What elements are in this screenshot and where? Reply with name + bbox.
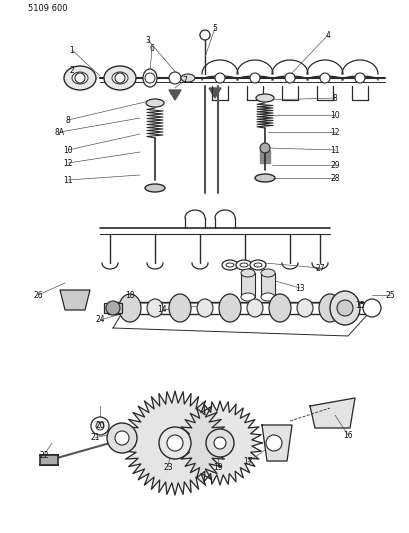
Ellipse shape — [104, 66, 136, 90]
Text: 14: 14 — [157, 305, 166, 314]
Ellipse shape — [296, 299, 312, 317]
Polygon shape — [261, 425, 291, 461]
Circle shape — [319, 73, 329, 83]
Bar — [240, 273, 254, 297]
Ellipse shape — [261, 269, 274, 277]
Circle shape — [159, 427, 191, 459]
Text: 16: 16 — [342, 431, 352, 440]
Text: 7: 7 — [182, 76, 187, 85]
Circle shape — [284, 73, 294, 83]
Text: 10: 10 — [63, 146, 73, 155]
Circle shape — [115, 431, 129, 445]
Ellipse shape — [236, 260, 252, 270]
Text: 25: 25 — [384, 290, 394, 300]
Ellipse shape — [225, 263, 234, 267]
Circle shape — [362, 299, 380, 317]
Ellipse shape — [112, 72, 128, 84]
Polygon shape — [178, 401, 261, 485]
Polygon shape — [259, 150, 270, 163]
Circle shape — [106, 301, 120, 315]
Text: 23: 23 — [163, 463, 172, 472]
Bar — [40, 455, 58, 465]
Ellipse shape — [249, 260, 265, 270]
Polygon shape — [169, 90, 180, 100]
Circle shape — [166, 435, 182, 451]
Text: 1: 1 — [70, 45, 74, 54]
Ellipse shape — [246, 299, 262, 317]
Text: 6: 6 — [149, 44, 154, 52]
Text: 8: 8 — [332, 93, 337, 102]
Text: 22: 22 — [39, 450, 49, 459]
Text: 19: 19 — [213, 463, 222, 472]
Ellipse shape — [218, 294, 240, 322]
Ellipse shape — [196, 299, 213, 317]
Circle shape — [213, 437, 225, 449]
Circle shape — [265, 435, 281, 451]
Polygon shape — [209, 88, 220, 98]
Text: 13: 13 — [294, 284, 304, 293]
Bar — [261, 273, 274, 297]
Circle shape — [354, 73, 364, 83]
Polygon shape — [123, 391, 227, 495]
Text: 24: 24 — [95, 316, 105, 325]
Ellipse shape — [64, 66, 96, 90]
Text: 15: 15 — [354, 301, 364, 310]
Ellipse shape — [221, 260, 237, 270]
Text: 17: 17 — [243, 457, 252, 466]
Text: 5109 600: 5109 600 — [28, 4, 67, 12]
Text: 29: 29 — [329, 160, 339, 169]
Circle shape — [107, 423, 137, 453]
Text: 10: 10 — [329, 110, 339, 119]
Circle shape — [91, 417, 109, 435]
Text: 2: 2 — [70, 66, 74, 75]
Circle shape — [145, 73, 155, 83]
Text: 11: 11 — [63, 175, 72, 184]
Ellipse shape — [255, 94, 273, 102]
Circle shape — [169, 72, 180, 84]
Text: 26: 26 — [33, 290, 43, 300]
Ellipse shape — [240, 269, 254, 277]
Text: 27: 27 — [315, 263, 324, 272]
Polygon shape — [60, 290, 90, 310]
Circle shape — [336, 300, 352, 316]
Circle shape — [115, 73, 125, 83]
Circle shape — [259, 143, 270, 153]
Text: 5: 5 — [212, 23, 217, 33]
Text: 11: 11 — [329, 146, 339, 155]
Ellipse shape — [239, 263, 247, 267]
Text: 8: 8 — [65, 116, 70, 125]
Text: 18: 18 — [125, 290, 135, 300]
Ellipse shape — [318, 294, 340, 322]
Polygon shape — [309, 398, 354, 428]
Ellipse shape — [180, 74, 195, 82]
Ellipse shape — [254, 174, 274, 182]
Text: 4: 4 — [325, 30, 330, 39]
Circle shape — [75, 73, 85, 83]
Ellipse shape — [268, 294, 290, 322]
Circle shape — [96, 422, 104, 430]
Text: 12: 12 — [329, 127, 339, 136]
Circle shape — [214, 73, 225, 83]
Text: 21: 21 — [90, 433, 99, 442]
Ellipse shape — [72, 72, 88, 84]
Text: 28: 28 — [329, 174, 339, 182]
Circle shape — [249, 73, 259, 83]
Ellipse shape — [254, 263, 261, 267]
Text: 12: 12 — [63, 158, 72, 167]
Circle shape — [205, 429, 234, 457]
Ellipse shape — [169, 294, 191, 322]
Ellipse shape — [147, 299, 163, 317]
Bar — [104, 303, 122, 313]
Text: 20: 20 — [95, 421, 105, 430]
Ellipse shape — [145, 184, 164, 192]
Ellipse shape — [240, 293, 254, 301]
Ellipse shape — [146, 99, 164, 107]
Circle shape — [200, 30, 209, 40]
Ellipse shape — [119, 294, 141, 322]
Ellipse shape — [143, 69, 157, 87]
Ellipse shape — [329, 291, 359, 325]
Text: 8A: 8A — [55, 127, 65, 136]
Text: 3: 3 — [145, 36, 150, 44]
Ellipse shape — [261, 293, 274, 301]
